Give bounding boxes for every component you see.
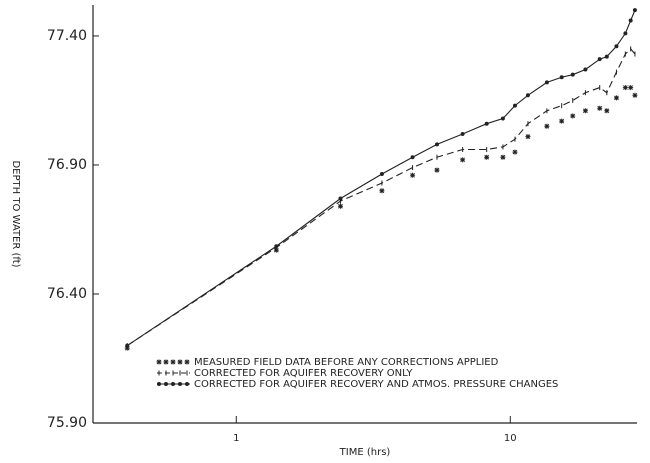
data-point (597, 57, 602, 62)
data-point (622, 85, 628, 91)
y-tick-label: 77.40 (47, 28, 87, 44)
data-point (337, 203, 343, 209)
data-point (410, 155, 415, 160)
data-point (544, 123, 550, 129)
data-point (559, 118, 565, 124)
legend-marker (164, 382, 169, 386)
data-point (125, 343, 130, 348)
data-point (525, 93, 530, 98)
data-point (460, 157, 466, 163)
data-point (525, 134, 531, 140)
data-point (379, 172, 384, 176)
data-point (410, 172, 416, 178)
data-point (614, 44, 619, 49)
data-point (632, 8, 637, 13)
data-point (484, 154, 490, 160)
data-point (512, 103, 517, 108)
legend-label: CORRECTED FOR AQUIFER RECOVERY ONLY (194, 368, 413, 379)
data-point (460, 132, 465, 136)
x-tick-label: 1 (233, 433, 239, 444)
y-tick-label: 75.90 (47, 415, 87, 431)
data-point (559, 75, 564, 80)
data-point (434, 142, 439, 147)
data-point (379, 188, 385, 194)
data-point (512, 149, 518, 155)
data-point (273, 247, 279, 253)
data-point (632, 92, 638, 98)
data-point (613, 95, 619, 101)
data-point (570, 72, 575, 77)
legend-marker (156, 359, 162, 365)
data-point (604, 54, 609, 59)
y-tick-label: 76.90 (47, 157, 87, 173)
y-axis-label: DEPTH TO WATER (ft) (10, 160, 21, 267)
data-point (582, 108, 588, 114)
data-point (604, 108, 610, 114)
legend-marker (163, 359, 169, 365)
data-point (544, 80, 549, 85)
data-point (628, 85, 634, 91)
data-point (500, 154, 506, 160)
data-point (338, 196, 343, 201)
data-point (583, 67, 588, 72)
data-point (434, 167, 440, 173)
legend-marker (184, 359, 190, 365)
y-tick-label: 76.40 (47, 286, 87, 302)
data-point (628, 18, 633, 23)
data-point (274, 244, 279, 249)
legend-marker (171, 382, 176, 386)
data-point (500, 116, 505, 121)
data-point (124, 345, 130, 351)
legend-label: MEASURED FIELD DATA BEFORE ANY CORRECTIO… (194, 357, 499, 368)
legend-marker (185, 382, 190, 386)
data-point (597, 105, 603, 111)
data-point (484, 121, 489, 126)
legend-marker (170, 359, 176, 365)
legend-marker (157, 382, 162, 386)
data-point (570, 113, 576, 119)
legend-marker (178, 382, 183, 386)
x-axis-label: TIME (hrs) (339, 447, 391, 458)
x-tick-label: 10 (504, 433, 517, 444)
legend-label: CORRECTED FOR AQUIFER RECOVERY AND ATMOS… (194, 379, 558, 390)
legend-marker (177, 359, 183, 365)
data-point (623, 31, 628, 36)
